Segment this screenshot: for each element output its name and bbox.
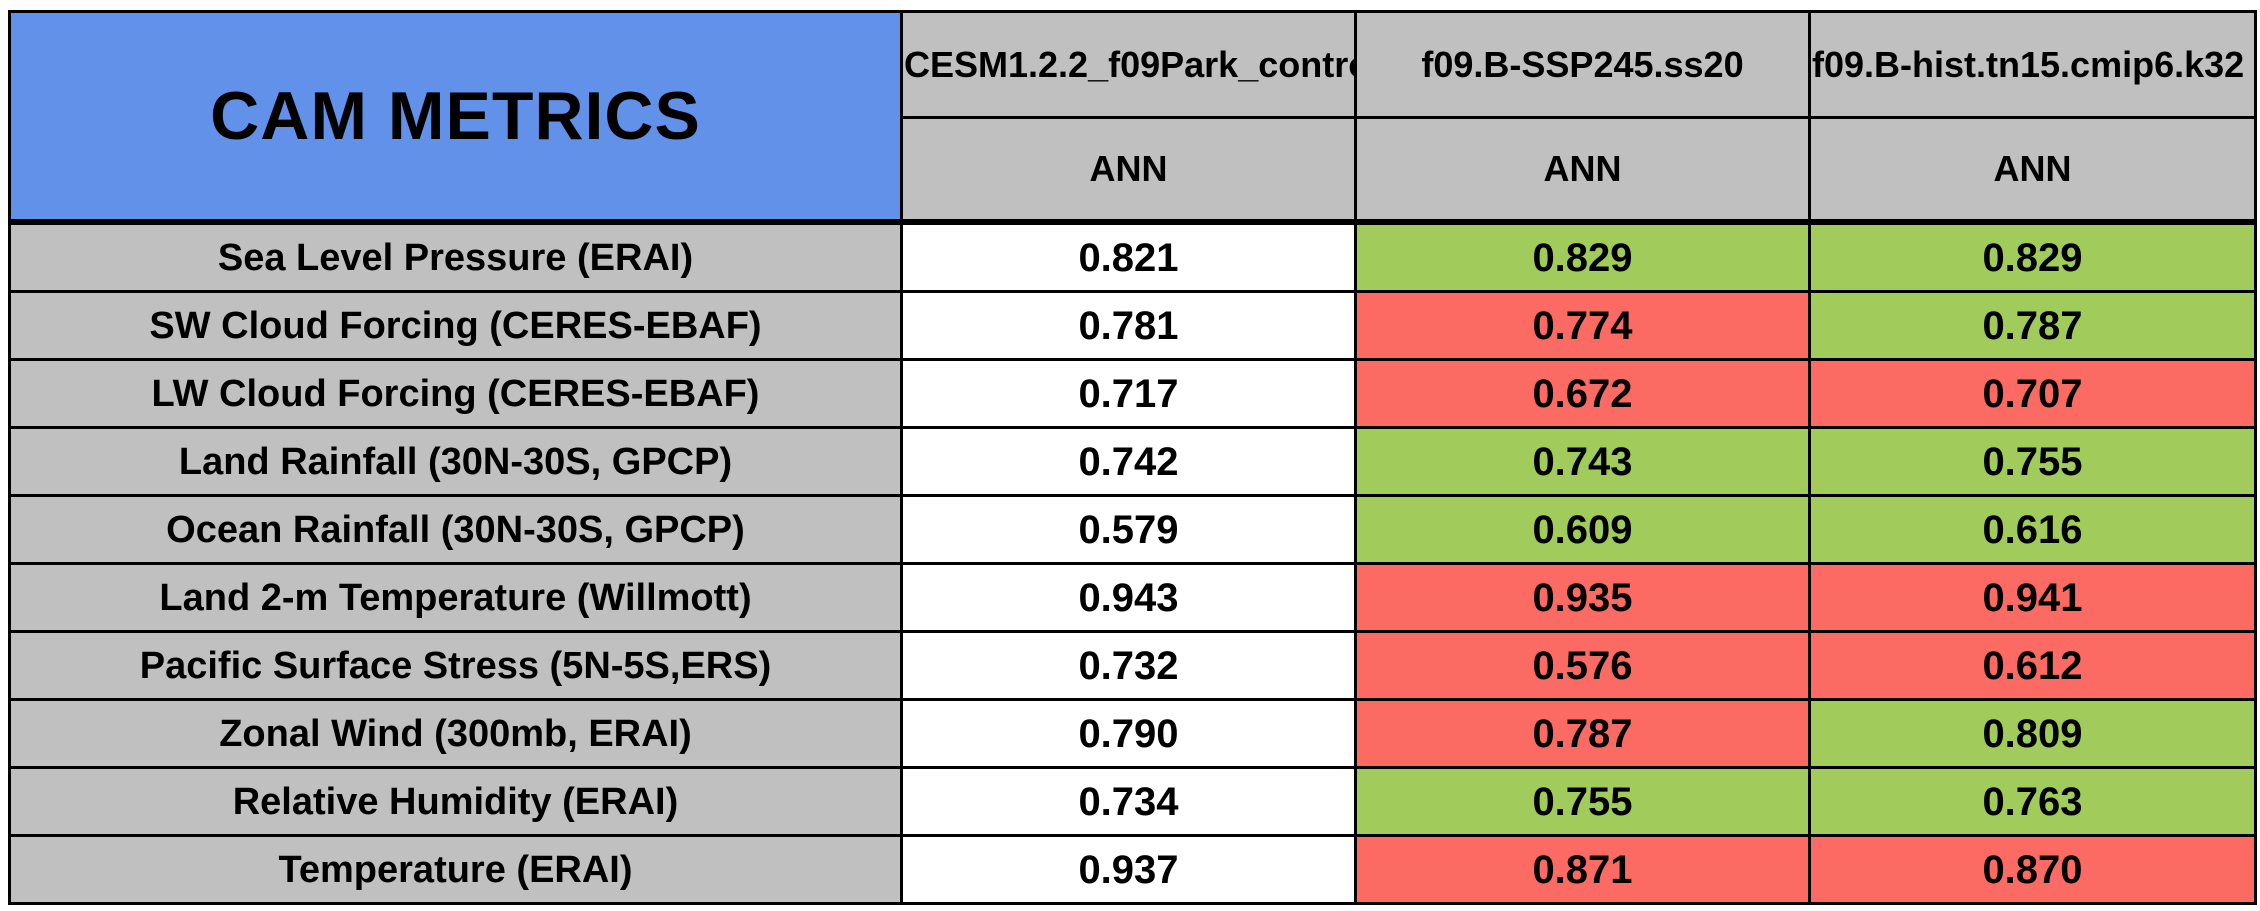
season-header: ANN [1357,119,1808,222]
metric-value: 0.937 [903,837,1354,902]
metric-row-label: Relative Humidity (ERAI) [11,769,900,834]
metric-row-label: Ocean Rainfall (30N-30S, GPCP) [11,497,900,562]
metric-value: 0.672 [1357,361,1808,426]
metric-row-label: Temperature (ERAI) [11,837,900,902]
metric-value: 0.870 [1811,837,2254,902]
metric-value: 0.576 [1357,633,1808,698]
metric-value: 0.871 [1357,837,1808,902]
metric-value: 0.809 [1811,701,2254,766]
metric-row-label: Zonal Wind (300mb, ERAI) [11,701,900,766]
metric-value: 0.821 [903,225,1354,290]
season-header: ANN [903,119,1354,222]
metric-value: 0.755 [1357,769,1808,834]
metric-value: 0.781 [903,293,1354,358]
metric-value: 0.609 [1357,497,1808,562]
metric-value: 0.579 [903,497,1354,562]
metric-row-label: SW Cloud Forcing (CERES-EBAF) [11,293,900,358]
metric-value: 0.717 [903,361,1354,426]
season-header: ANN [1811,119,2254,222]
metric-value: 0.941 [1811,565,2254,630]
metric-value: 0.829 [1357,225,1808,290]
metric-value: 0.742 [903,429,1354,494]
metric-row-label: LW Cloud Forcing (CERES-EBAF) [11,361,900,426]
metric-value: 0.829 [1811,225,2254,290]
metric-value: 0.787 [1357,701,1808,766]
metric-value: 0.790 [903,701,1354,766]
metric-value: 0.935 [1357,565,1808,630]
cam-metrics-table: CAM METRICS CESM1.2.2_f09Park_control f09.… [8,10,2257,905]
metric-row-label: Sea Level Pressure (ERAI) [11,225,900,290]
metric-value: 0.943 [903,565,1354,630]
metric-row-label: Land Rainfall (30N-30S, GPCP) [11,429,900,494]
metric-value: 0.734 [903,769,1354,834]
model-name-header: CESM1.2.2_f09Park_control [903,13,1354,116]
metric-value: 0.616 [1811,497,2254,562]
metric-value: 0.707 [1811,361,2254,426]
metric-value: 0.774 [1357,293,1808,358]
metric-value: 0.755 [1811,429,2254,494]
metric-value: 0.732 [903,633,1354,698]
table-title: CAM METRICS [11,13,900,222]
model-name-header: f09.B-hist.tn15.cmip6.k32 [1811,13,2254,116]
metric-value: 0.743 [1357,429,1808,494]
metric-row-label: Land 2-m Temperature (Willmott) [11,565,900,630]
metric-value: 0.612 [1811,633,2254,698]
metric-row-label: Pacific Surface Stress (5N-5S,ERS) [11,633,900,698]
model-name-header: f09.B-SSP245.ss20 [1357,13,1808,116]
metric-value: 0.787 [1811,293,2254,358]
metric-value: 0.763 [1811,769,2254,834]
